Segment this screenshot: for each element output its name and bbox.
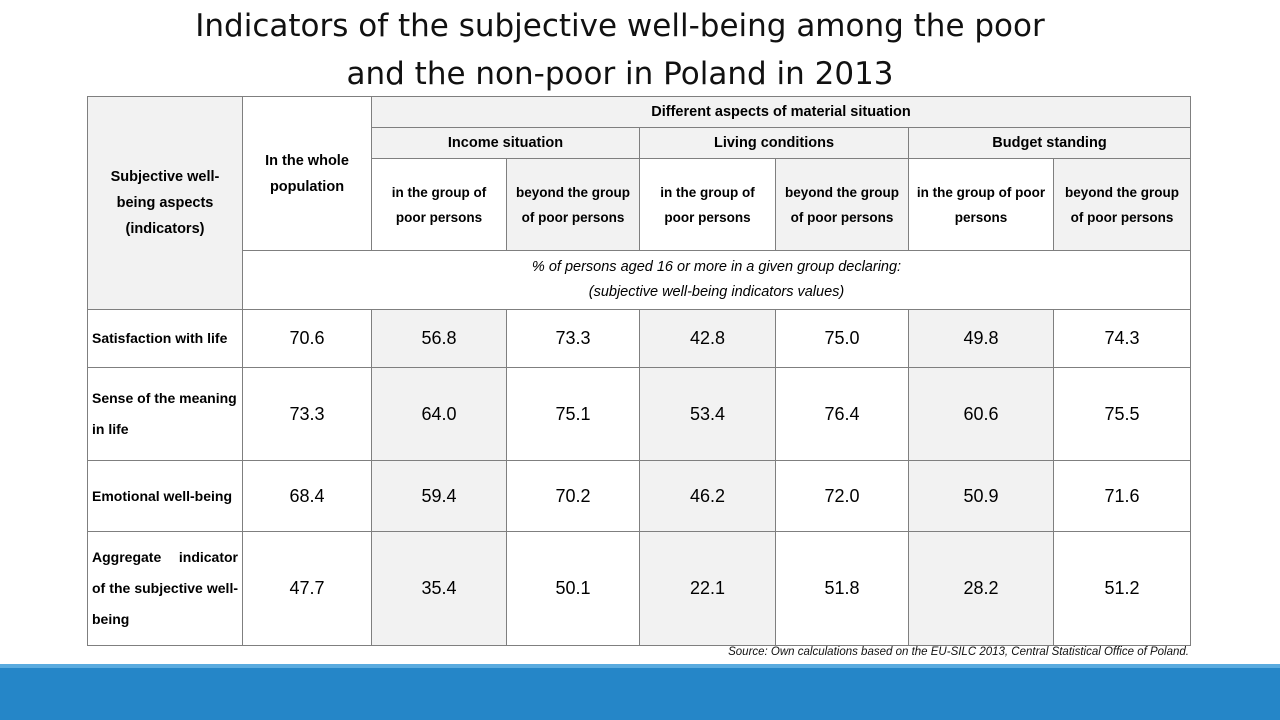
row-label: Aggregate indicator of the subjective we…: [87, 531, 243, 646]
source-note: Source: Own calculations based on the EU…: [728, 646, 1189, 658]
value-cell: 75.5: [1053, 367, 1191, 461]
value-cell: 51.8: [775, 531, 909, 646]
value-cell: 53.4: [639, 367, 776, 461]
unit-note-line-1: % of persons aged 16 or more in a given …: [531, 259, 902, 275]
subheader-nonpoor: beyond the group of poor persons: [506, 158, 640, 251]
subheader-poor: in the group of poor persons: [908, 158, 1054, 251]
unit-note-line-2: (subjective well-being indicators values…: [588, 284, 845, 300]
value-cell: 68.4: [242, 460, 372, 532]
footer-bar: [0, 664, 1280, 720]
row-label: Sense of the meaning in life: [87, 367, 243, 461]
value-cell: 46.2: [639, 460, 776, 532]
subheader-poor: in the group of poor persons: [639, 158, 776, 251]
value-cell: 50.1: [506, 531, 640, 646]
row-label: Emotional well-being: [87, 460, 243, 532]
page-title: Indicators of the subjective well-being …: [0, 2, 1240, 98]
subheader-poor: in the group of poor persons: [371, 158, 507, 251]
row-label: Satisfaction with life: [87, 309, 243, 368]
whole-population-header: In the whole population: [242, 96, 372, 251]
value-cell: 73.3: [506, 309, 640, 368]
value-cell: 64.0: [371, 367, 507, 461]
value-cell: 74.3: [1053, 309, 1191, 368]
aspect-header-income: Income situation: [371, 127, 640, 159]
value-cell: 70.2: [506, 460, 640, 532]
unit-note: % of persons aged 16 or more in a given …: [242, 250, 1191, 310]
subheader-nonpoor: beyond the group of poor persons: [1053, 158, 1191, 251]
value-cell: 76.4: [775, 367, 909, 461]
aspect-header-living: Living conditions: [639, 127, 909, 159]
value-cell: 71.6: [1053, 460, 1191, 532]
value-cell: 42.8: [639, 309, 776, 368]
value-cell: 72.0: [775, 460, 909, 532]
group-header: Different aspects of material situation: [371, 96, 1191, 128]
corner-header: Subjective well-being aspects (indicator…: [87, 96, 243, 310]
wellbeing-table: Subjective well-being aspects (indicator…: [87, 96, 1191, 646]
title-line-1: Indicators of the subjective well-being …: [195, 8, 1045, 44]
value-cell: 47.7: [242, 531, 372, 646]
value-cell: 35.4: [371, 531, 507, 646]
value-cell: 22.1: [639, 531, 776, 646]
value-cell: 51.2: [1053, 531, 1191, 646]
value-cell: 56.8: [371, 309, 507, 368]
value-cell: 60.6: [908, 367, 1054, 461]
value-cell: 75.0: [775, 309, 909, 368]
value-cell: 50.9: [908, 460, 1054, 532]
value-cell: 75.1: [506, 367, 640, 461]
value-cell: 59.4: [371, 460, 507, 532]
title-line-2: and the non-poor in Poland in 2013: [346, 56, 894, 92]
value-cell: 70.6: [242, 309, 372, 368]
value-cell: 49.8: [908, 309, 1054, 368]
value-cell: 73.3: [242, 367, 372, 461]
aspect-header-budget: Budget standing: [908, 127, 1191, 159]
footer-stripe: [0, 664, 1280, 668]
value-cell: 28.2: [908, 531, 1054, 646]
subheader-nonpoor: beyond the group of poor persons: [775, 158, 909, 251]
